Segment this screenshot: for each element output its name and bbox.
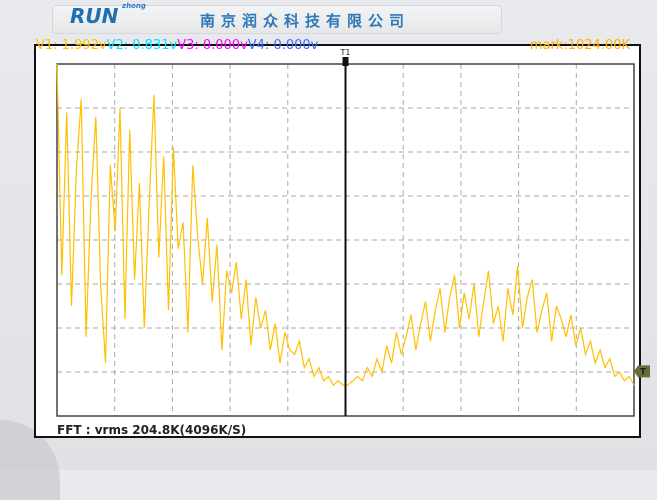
header-banner <box>52 5 502 34</box>
company-name: 南京润众科技有限公司 <box>200 12 411 30</box>
cursor-handle[interactable] <box>342 57 349 66</box>
readout-v4: V4: 0.000v <box>247 38 319 53</box>
logo-small-text: zhong <box>122 2 146 10</box>
fft-plot: T1 T <box>56 48 650 417</box>
trigger-label: T <box>640 367 647 377</box>
company-logo: zhong RUN <box>70 2 146 28</box>
mark-readout: mark:1024.00K <box>529 38 630 53</box>
cursor-label: T1 <box>340 48 351 57</box>
trigger-marker-shape[interactable] <box>634 365 650 378</box>
fft-status: FFT : vrms 204.8K(4096K/S) <box>57 423 247 437</box>
cursor-t1[interactable]: T1 <box>340 48 351 416</box>
readout-v3: V3: 0.000v <box>177 38 248 53</box>
trigger-marker[interactable]: T <box>634 365 650 378</box>
readout-v2: V2: 0.831v <box>106 38 178 53</box>
readout-v1: V1: 1.992v <box>36 38 107 53</box>
logo-text: RUN <box>70 4 119 28</box>
